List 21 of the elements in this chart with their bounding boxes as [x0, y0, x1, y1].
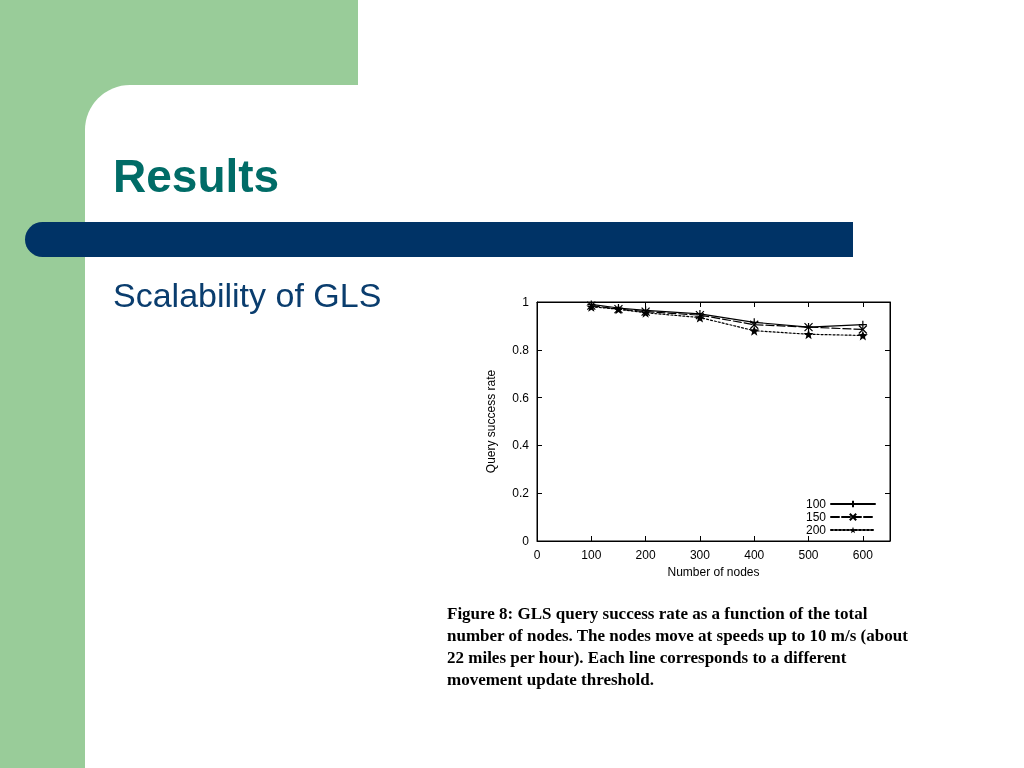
- x-tick-label: 100: [581, 548, 602, 562]
- x-tick-label: 600: [852, 548, 874, 562]
- x-tick-label: 200: [635, 548, 656, 562]
- legend-label: 200: [805, 523, 827, 537]
- y-tick-label: 0: [522, 534, 530, 548]
- legend-label: 150: [805, 510, 827, 524]
- y-axis-title: Query success rate: [484, 369, 498, 474]
- text: Scalability of GLS: [113, 276, 382, 315]
- x-tick-label: 500: [798, 548, 819, 562]
- y-tick-label: 0.8: [512, 342, 530, 357]
- x-tick-label: 0: [533, 548, 541, 562]
- x-tick-label: 400: [744, 548, 765, 562]
- x-tick-label: 300: [689, 548, 711, 562]
- y-tick-label: 0.6: [512, 390, 530, 405]
- y-tick-label: 1: [522, 295, 530, 309]
- x-axis-title: Number of nodes: [667, 565, 760, 579]
- legend-label: 100: [805, 497, 827, 511]
- caption: Figure 8: GLS query success rate as a function of the total number of nodes. The nodes move at speeds up to 10 m/s (about 22 miles per hour). Each line corresponds to a different movement update threshold.: [447, 603, 909, 691]
- y-tick-label: 0.2: [512, 486, 530, 501]
- chart-title: Results: [113, 150, 280, 202]
- y-tick-label: 0.4: [512, 438, 530, 453]
